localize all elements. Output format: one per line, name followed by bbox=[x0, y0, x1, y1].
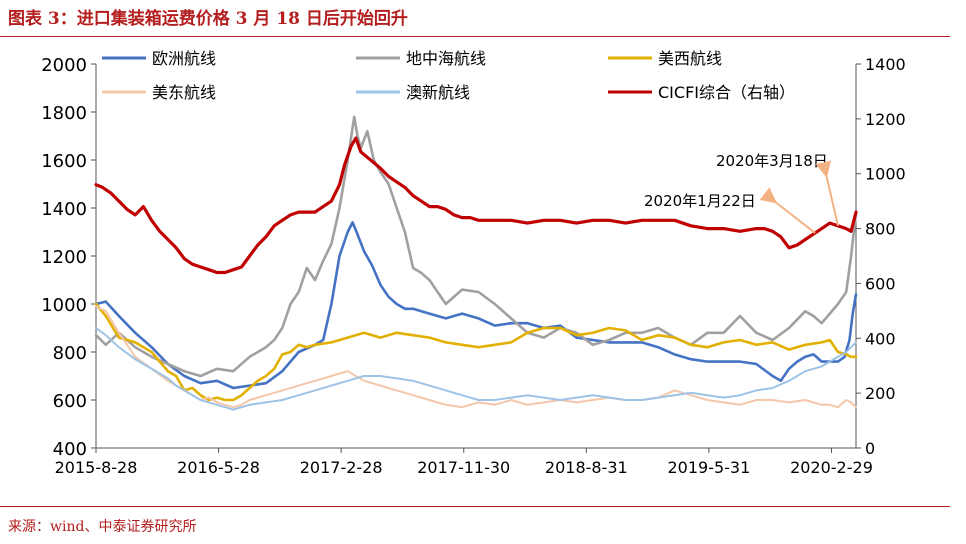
series-line-us_west bbox=[94, 302, 858, 402]
x-tick-label: 2019-5-31 bbox=[667, 458, 750, 477]
series-line-mediterranean bbox=[94, 115, 858, 378]
source-divider bbox=[0, 506, 950, 507]
right-tick-label: 1000 bbox=[865, 165, 906, 184]
series-line-europe bbox=[94, 221, 858, 390]
series-line-australia bbox=[95, 327, 857, 411]
right-tick-label: 0 bbox=[865, 439, 875, 458]
legend-label-us_east: 美东航线 bbox=[152, 83, 216, 102]
annotation-arrow-mar18 bbox=[815, 160, 839, 227]
right-tick-label: 1400 bbox=[865, 55, 906, 74]
x-tick-label: 2017-2-28 bbox=[300, 458, 383, 477]
line-chart: 400 600 800 1000 1200 1400 1600 1800 2000 0 200 400… bbox=[41, 49, 906, 477]
left-tick-label: 1600 bbox=[41, 151, 87, 172]
left-tick-label: 1400 bbox=[41, 199, 87, 220]
left-tick-label: 600 bbox=[53, 391, 87, 412]
annotation-label-mar18: 2020年3月18日 bbox=[716, 152, 828, 170]
annotation-label-jan22: 2020年1月22日 bbox=[644, 192, 756, 210]
x-tick-label: 2018-8-31 bbox=[545, 458, 628, 477]
left-tick-label: 1200 bbox=[41, 247, 87, 268]
x-tick-label: 2020-2-29 bbox=[790, 458, 873, 477]
left-tick-label: 1800 bbox=[41, 103, 87, 124]
right-tick-label: 400 bbox=[865, 329, 896, 348]
legend-label-us_west: 美西航线 bbox=[658, 49, 722, 68]
right-tick-label: 800 bbox=[865, 220, 896, 239]
x-tick-label: 2017-11-30 bbox=[417, 458, 510, 477]
legend-label-australia: 澳新航线 bbox=[406, 83, 470, 102]
series-lines bbox=[94, 115, 858, 411]
left-tick-label: 2000 bbox=[41, 55, 87, 76]
axes: 400 600 800 1000 1200 1400 1600 1800 2000 0 200 400… bbox=[41, 55, 906, 477]
series-line-us_east bbox=[95, 305, 857, 409]
series-line-cicfi bbox=[94, 136, 858, 275]
left-tick-label: 800 bbox=[53, 343, 87, 364]
annotations: 2020年1月22日 2020年3月18日 bbox=[644, 152, 839, 234]
figure-title: 图表 3：进口集装箱运费价格 3 月 18 日后开始回升 bbox=[8, 9, 408, 29]
x-tick-label: 2016-5-28 bbox=[177, 458, 260, 477]
right-tick-label: 600 bbox=[865, 274, 896, 293]
annotation-arrow-jan22 bbox=[759, 187, 816, 234]
legend-label-mediterranean: 地中海航线 bbox=[406, 49, 486, 68]
left-tick-label: 400 bbox=[53, 439, 87, 460]
title-divider bbox=[0, 36, 950, 37]
source-note: 来源：wind、中泰证券研究所 bbox=[8, 519, 197, 535]
x-tick-label: 2015-8-28 bbox=[55, 458, 138, 477]
right-tick-label: 1200 bbox=[865, 110, 906, 129]
legend-label-cicfi: CICFI综合（右轴） bbox=[658, 83, 795, 102]
right-tick-label: 200 bbox=[865, 384, 896, 403]
left-tick-label: 1000 bbox=[41, 295, 87, 316]
legend-label-europe: 欧洲航线 bbox=[152, 49, 216, 68]
